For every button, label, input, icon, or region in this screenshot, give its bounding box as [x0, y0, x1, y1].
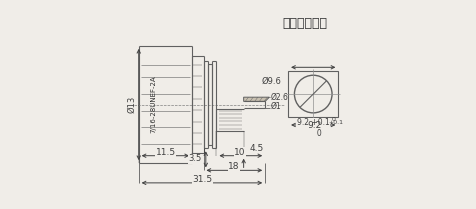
- Text: 9.2 +0.1
     0: 9.2 +0.1 0: [297, 119, 329, 138]
- Text: Ø9.6: Ø9.6: [262, 77, 282, 86]
- Text: Ø1: Ø1: [270, 101, 281, 111]
- Text: Ø13: Ø13: [127, 96, 136, 113]
- Text: 10: 10: [234, 148, 246, 157]
- Text: Ø2.6: Ø2.6: [270, 93, 288, 102]
- Polygon shape: [244, 97, 269, 101]
- Text: 31.5: 31.5: [192, 175, 212, 184]
- Text: +0.1: +0.1: [328, 120, 343, 125]
- Text: 0: 0: [328, 117, 336, 122]
- Text: 9.2: 9.2: [307, 121, 321, 130]
- Text: 安装开孔尺寸: 安装开孔尺寸: [282, 17, 327, 30]
- Text: 4.5: 4.5: [249, 144, 264, 153]
- Text: 3.5: 3.5: [188, 154, 202, 163]
- Bar: [288, 71, 338, 117]
- Text: 18: 18: [228, 162, 239, 172]
- Text: 7/16-28UNEF-2A: 7/16-28UNEF-2A: [150, 76, 156, 133]
- Text: 11.5: 11.5: [156, 148, 176, 157]
